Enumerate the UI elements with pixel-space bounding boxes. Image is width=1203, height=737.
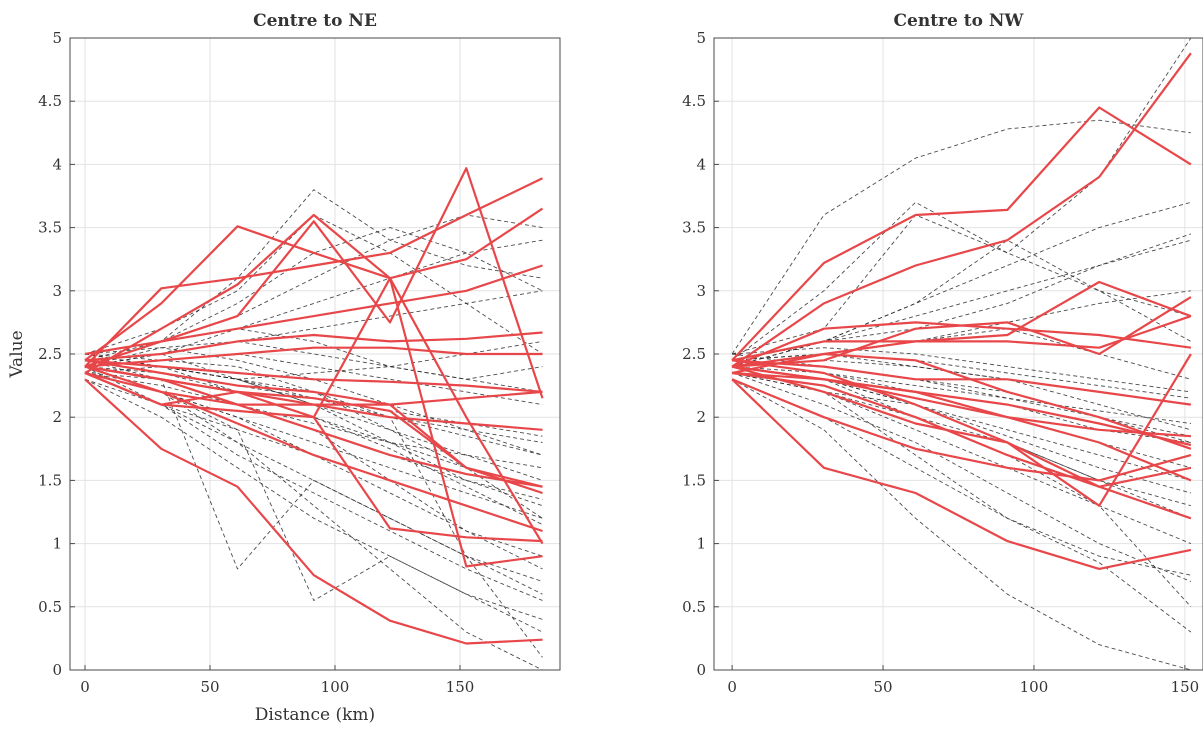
x-axis-label: Distance (km) xyxy=(255,705,375,725)
dashed-series-line xyxy=(84,372,543,469)
dashed-series-line xyxy=(731,378,1191,576)
dashed-series-line xyxy=(732,290,1191,361)
dashed-series-line xyxy=(731,119,1191,355)
y-tick-label: 3.5 xyxy=(38,219,62,237)
y-tick-label: 5 xyxy=(696,29,706,47)
highlight-series-line xyxy=(84,359,543,495)
x-tick-label: 50 xyxy=(873,678,892,696)
x-tick-label: 0 xyxy=(80,678,90,696)
highlight-series-line xyxy=(84,277,543,568)
highlight-series-line xyxy=(84,378,543,645)
y-tick-label: 3 xyxy=(696,282,706,300)
y-tick-label: 1.5 xyxy=(682,471,706,489)
highlight-series-line xyxy=(731,378,1192,571)
x-tick-label: 0 xyxy=(727,678,737,696)
highlight-series-line xyxy=(731,52,1192,368)
dashed-series-line xyxy=(731,37,1192,361)
dashed-series-line xyxy=(731,372,1192,582)
y-tick-label: 5 xyxy=(52,29,62,47)
panel-centre-to-nw: 0 50 100 150 0 0.5 1 1.5 2 2.5 3 3.5 4 4.5 5 Centre to… xyxy=(682,11,1203,696)
y-tick-label: 4 xyxy=(52,155,62,173)
y-tick-label: 1 xyxy=(696,535,706,553)
dashed-series-line xyxy=(732,359,1191,437)
y-tick-label: 2 xyxy=(52,408,62,426)
highlight-series-line xyxy=(731,365,1192,488)
highlight-series-line xyxy=(84,359,543,393)
y-tick-label: 1 xyxy=(52,535,62,553)
highlight-series-line xyxy=(731,315,1192,362)
highlight-series-line xyxy=(84,177,543,368)
panel-centre-to-ne: 0 50 100 150 0 0.5 1 1.5 2 2.5 3 3.5 4 4.5 5 Centre to… xyxy=(7,11,561,725)
y-tick-label: 0 xyxy=(52,661,62,679)
highlight-series-line xyxy=(731,106,1192,362)
y-tick-label: 2.5 xyxy=(682,345,706,363)
y-tick-label: 2.5 xyxy=(38,345,62,363)
series-lines xyxy=(731,37,1192,671)
highlight-series-line xyxy=(84,331,543,362)
highlight-series-line xyxy=(84,346,543,368)
y-tick-label: 4.5 xyxy=(38,92,62,110)
highlight-series-line xyxy=(84,213,544,545)
x-tick-label: 100 xyxy=(321,678,350,696)
y-axis-label: Value xyxy=(7,330,27,378)
highlight-series-line xyxy=(84,207,544,362)
x-tick-label: 150 xyxy=(1171,678,1200,696)
y-tick-label: 4 xyxy=(696,155,706,173)
highlight-series-line xyxy=(731,371,1192,520)
series-lines xyxy=(84,167,544,671)
ticks: 0 50 100 150 0 0.5 1 1.5 2 2.5 3 3.5 4 4.5 5 xyxy=(38,29,474,696)
x-tick-label: 150 xyxy=(446,678,475,696)
chart-title: Centre to NW xyxy=(894,11,1025,31)
y-tick-label: 3 xyxy=(52,282,62,300)
y-tick-label: 0 xyxy=(696,661,706,679)
highlight-series-line xyxy=(84,365,543,533)
y-tick-label: 4.5 xyxy=(682,92,706,110)
dashed-series-line xyxy=(84,378,543,633)
y-tick-label: 1.5 xyxy=(38,471,62,489)
y-tick-label: 3.5 xyxy=(682,219,706,237)
dashed-series-line xyxy=(84,353,543,507)
highlight-series-line xyxy=(732,296,1192,368)
dashed-series-line xyxy=(731,214,1192,355)
highlight-series-line xyxy=(84,264,543,356)
highlight-series-line xyxy=(731,353,1192,507)
dashed-series-line xyxy=(731,378,1192,671)
chart-title: Centre to NE xyxy=(253,11,377,31)
x-tick-label: 100 xyxy=(1020,678,1049,696)
highlight-series-line xyxy=(731,352,1192,450)
highlight-series-line xyxy=(731,365,1191,438)
highlight-series-line xyxy=(731,378,1192,482)
ticks: 0 50 100 150 0 0.5 1 1.5 2 2.5 3 3.5 4 4.5 5 xyxy=(682,29,1199,696)
y-tick-label: 2 xyxy=(696,408,706,426)
highlight-series-line xyxy=(84,365,543,488)
x-tick-label: 50 xyxy=(200,678,219,696)
y-tick-label: 0.5 xyxy=(682,598,706,616)
highlight-series-line xyxy=(732,359,1192,406)
y-tick-label: 0.5 xyxy=(38,598,62,616)
